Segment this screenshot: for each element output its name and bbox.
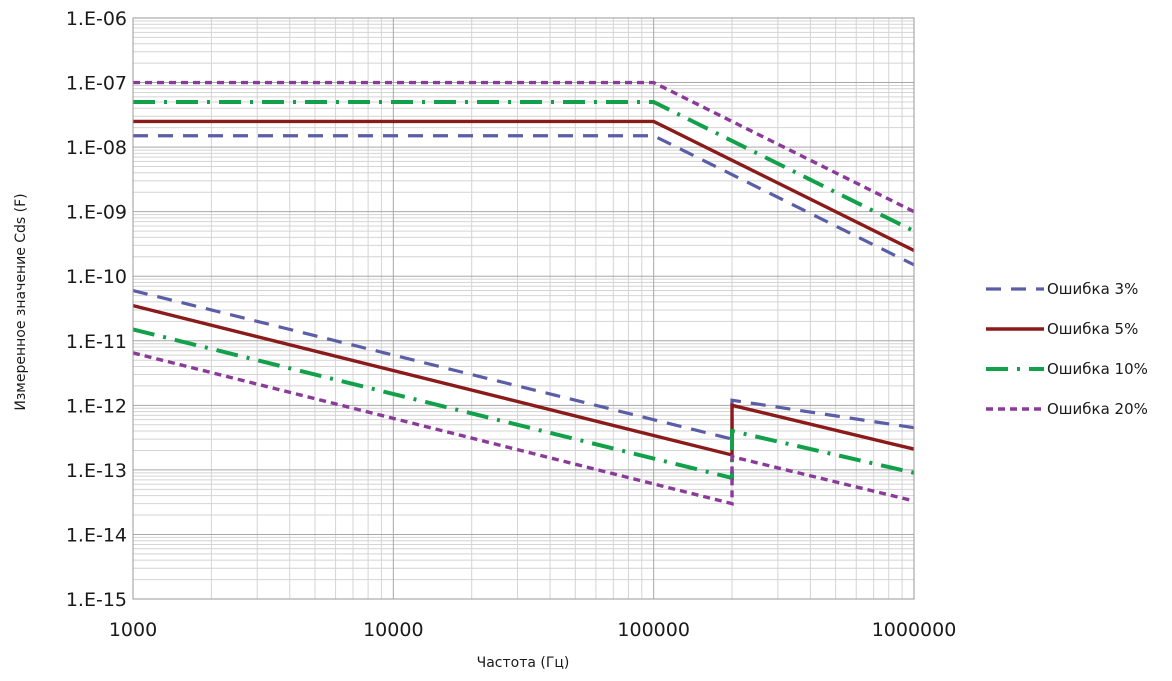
y-tick-label: 1.E-14 — [66, 524, 127, 546]
x-tick-label: 1000000 — [872, 619, 957, 641]
x-axis-ticks: 1000 10000 100000 1000000 — [109, 619, 956, 641]
y-tick-label: 1.E-09 — [66, 202, 127, 224]
series-group — [132, 99, 915, 481]
legend-label: Ошибка 20% — [1047, 400, 1148, 418]
y-tick-label: 1.E-08 — [66, 137, 127, 159]
series-line-lower — [132, 327, 915, 481]
legend: Ошибка 3% Ошибка 5% Ошибка 10% Ошибка 20% — [986, 280, 1148, 418]
series-line-upper — [133, 134, 915, 267]
y-tick-label: 1.E-15 — [66, 589, 127, 611]
series-group — [132, 80, 915, 506]
y-axis-title: Измеренное значение Cds (F) — [13, 193, 29, 410]
plot-frame — [132, 17, 915, 600]
series-line-upper — [133, 99, 915, 233]
legend-label: Ошибка 10% — [1047, 360, 1148, 378]
y-axis-ticks: 1.E-06 1.E-07 1.E-08 1.E-09 1.E-10 1.E-11 1.E-… — [66, 8, 127, 611]
y-tick-label: 1.E-12 — [66, 395, 127, 417]
x-tick-label: 10000 — [363, 619, 423, 641]
series-line-lower — [132, 351, 915, 506]
legend-label: Ошибка 3% — [1047, 280, 1138, 298]
y-tick-label: 1.E-06 — [66, 8, 127, 30]
y-tick-label: 1.E-11 — [66, 331, 127, 353]
x-tick-label: 100000 — [617, 619, 690, 641]
y-tick-label: 1.E-07 — [66, 73, 127, 95]
series-layer — [132, 80, 915, 506]
minor-gridlines — [133, 18, 914, 599]
x-tick-label: 1000 — [109, 619, 157, 641]
series-line-upper — [133, 80, 915, 214]
legend-label: Ошибка 5% — [1047, 320, 1138, 338]
y-tick-label: 1.E-10 — [66, 266, 127, 288]
series-line-upper — [133, 119, 915, 253]
x-axis-title: Частота (Гц) — [477, 655, 570, 671]
y-tick-label: 1.E-13 — [66, 460, 127, 482]
